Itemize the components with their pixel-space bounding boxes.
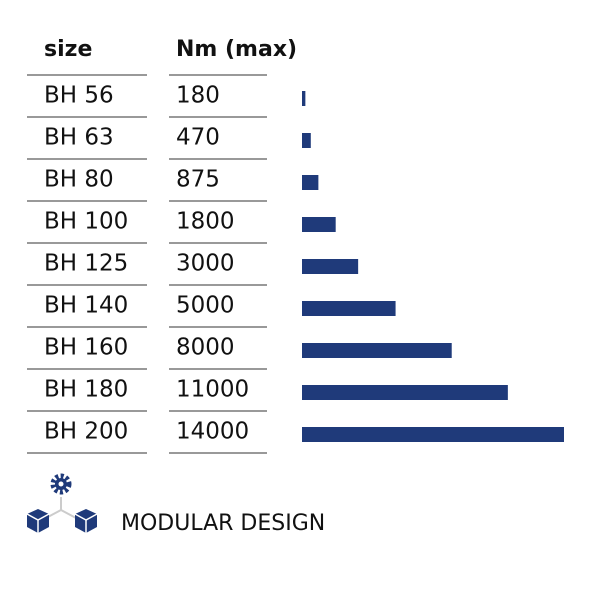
column-header: size [44, 37, 92, 62]
bar [302, 385, 508, 400]
size-cell: BH 160 [44, 335, 128, 361]
caption: MODULAR DESIGN [121, 511, 325, 536]
torque-cell: 180 [176, 83, 220, 109]
torque-cell: 3000 [176, 251, 235, 277]
torque-cell: 11000 [176, 377, 249, 403]
torque-cell: 5000 [176, 293, 235, 319]
torque-cell: 8000 [176, 335, 235, 361]
size-cell: BH 140 [44, 293, 128, 319]
size-cell: BH 100 [44, 209, 128, 235]
bar [302, 91, 306, 106]
size-cell: BH 200 [44, 419, 128, 445]
column-header: Nm (max) [176, 37, 297, 62]
size-cell: BH 56 [44, 83, 114, 109]
bar [302, 427, 564, 442]
bar [302, 133, 311, 148]
bar [302, 217, 336, 232]
size-cell: BH 180 [44, 377, 128, 403]
torque-cell: 470 [176, 125, 220, 151]
size-cell: BH 125 [44, 251, 128, 277]
modular-icon [26, 473, 98, 533]
size-cell: BH 63 [44, 125, 114, 151]
torque-cell: 1800 [176, 209, 235, 235]
torque-cell: 875 [176, 167, 220, 193]
torque-cell: 14000 [176, 419, 249, 445]
bar [302, 259, 359, 274]
bar [302, 343, 452, 358]
size-cell: BH 80 [44, 167, 114, 193]
bar [302, 301, 396, 316]
bar [302, 175, 319, 190]
